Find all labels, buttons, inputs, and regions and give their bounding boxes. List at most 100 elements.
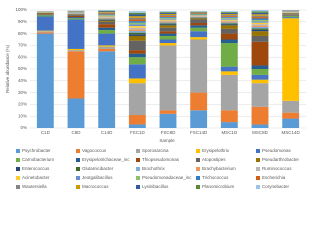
bar-segment [159,14,177,15]
bar-segment [251,10,269,12]
bar-segment [67,14,85,16]
x-tick-label: C14D [101,130,113,135]
bar-segment [98,45,116,47]
bar-segment [220,14,238,15]
bar-segment [128,40,146,51]
bar-segment [128,16,146,18]
legend-swatch [196,149,200,153]
legend-label: Carnobacterium [22,157,54,162]
bar-segment [128,53,146,58]
legend-swatch [16,176,20,180]
legend-label: Ruminococcus [262,166,292,171]
bar-segment [67,15,85,18]
bar-segment [98,27,116,31]
y-tick-label: 80% [18,31,27,36]
bar-segment [220,13,238,15]
x-tick-label: FSC14D [190,130,208,135]
bar-segment [98,17,116,19]
legend-swatch [196,167,200,171]
bar-segment [282,17,300,19]
bar-segment [190,39,208,93]
bar-segment [36,14,54,16]
legend-swatch [256,149,260,153]
bar-segment [251,65,269,69]
bar-segment [36,30,54,32]
bar-segment [128,57,146,65]
bar-segment [128,115,146,125]
bar-segment [220,74,238,111]
legend-label: Jeotgalibacillus [82,175,113,180]
bar-segment [98,16,116,18]
bar-segment [159,27,177,32]
legend-label: Brochothrix [142,166,166,171]
bar-segment [98,30,116,34]
bar-segment [128,64,146,79]
legend-label: Planomicrobium [202,184,235,189]
legend-swatch [256,176,260,180]
bar-segment [159,16,177,18]
bar-segment [98,11,116,13]
y-tick-label: 50% [18,66,27,71]
bar-segment [220,43,238,67]
bar-segment [98,14,116,16]
bar-segment [251,14,269,16]
bar-segment [67,19,85,49]
bar-segment [251,74,269,80]
bar-segment [98,10,116,12]
legend-swatch [256,167,260,171]
bar-segment [282,13,300,15]
bar-segment [190,25,208,28]
bar-segment [190,22,208,26]
bar-segment [36,13,54,15]
bar-segment [251,12,269,15]
bar-segment [282,15,300,16]
y-tick-label: 20% [18,102,27,107]
legend-label: Acinetobacter [22,175,50,180]
bar-segment [220,25,238,29]
legend-label: Pseudomonas [262,148,292,153]
bar-segment [220,11,238,13]
bar-segment [67,50,85,52]
bar-segment [220,24,238,26]
bar-segment [282,100,300,113]
bar-segment [251,25,269,27]
legend-label: Atopostipes [202,157,226,162]
bar-segment [159,24,177,26]
bar-segment [128,50,146,54]
bar-segment [251,83,269,107]
bar-segment [128,27,146,30]
bar-segment [67,48,85,51]
bar-segment [128,19,146,22]
legend-swatch [16,185,20,189]
legend-label: Erysipelothrix [202,148,230,153]
bar-segment [220,71,238,75]
bar-segment [98,18,116,20]
bar-segment [98,51,116,128]
bar-segment [220,110,238,123]
bar-segment [282,112,300,119]
bar-segment [220,66,238,72]
x-tick-label: MSC1D [221,130,238,135]
y-tick-label: 10% [18,113,27,118]
bar-segment [67,17,85,19]
bar-segment [159,22,177,24]
bar-segment [128,78,146,84]
legend-label: Escherichia [262,175,286,180]
legend-swatch [16,167,20,171]
legend-label: Thiopseudomonas [142,157,180,162]
bar-segment [98,19,116,20]
bar-segment [159,23,177,25]
bar-segment [220,19,238,21]
bar-segment [251,21,269,23]
bar-segment [36,32,54,34]
bar-segment [251,15,269,18]
chart: Relative abundance (%) Sample 0% 10% 20% 30… [5,7,306,189]
bar-segment [220,18,238,20]
bar-segment [159,14,177,16]
x-tick-label: MSC14D [282,130,301,135]
y-tick-label: 100% [15,7,27,12]
bar-segment [251,26,269,29]
x-tick-label: FSC8D [161,130,177,135]
bar-segment [251,24,269,26]
bar-segment [251,19,269,22]
